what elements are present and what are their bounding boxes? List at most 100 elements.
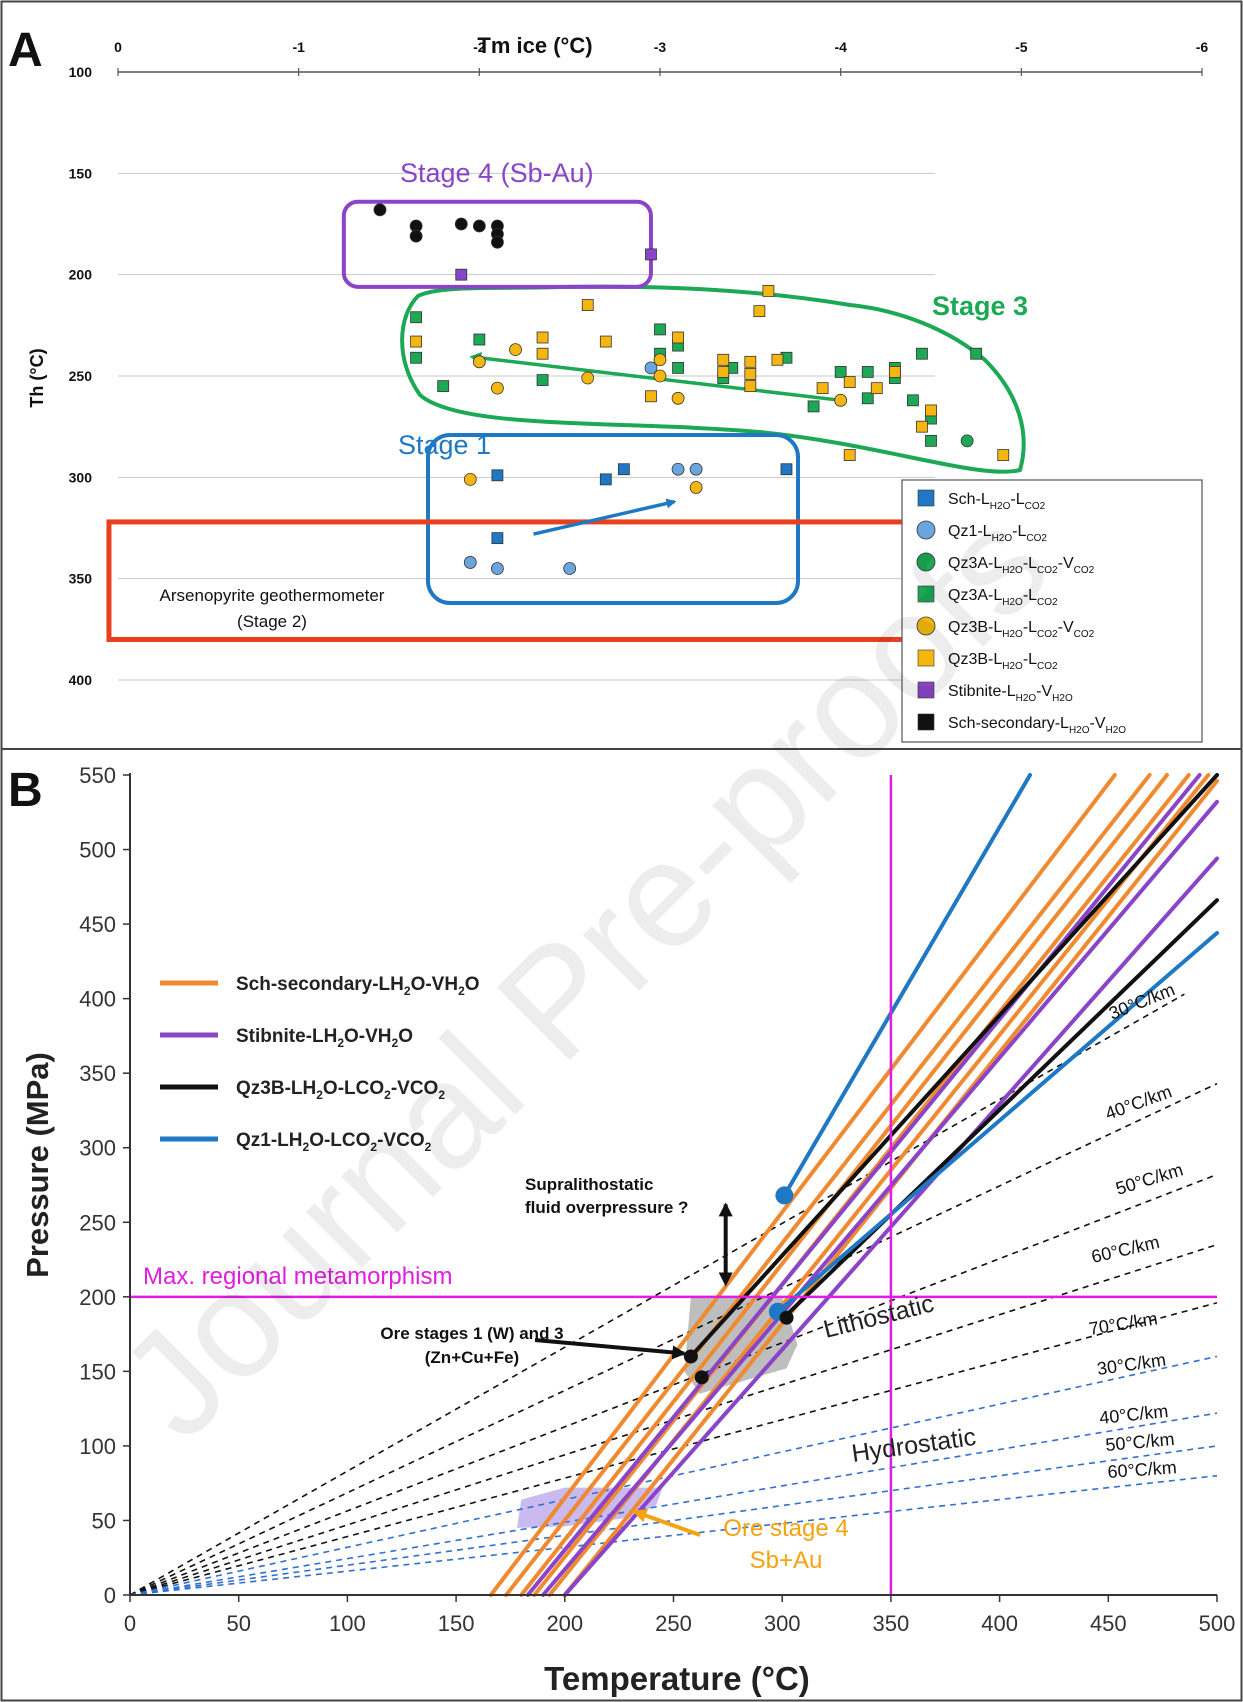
point-black-circle — [490, 235, 504, 249]
y-tick-label: 200 — [79, 1285, 116, 1310]
point-purple-square — [645, 248, 657, 261]
lithostatic-gradient-label: 70°C/km — [1087, 1308, 1158, 1339]
panel-b-axes: 0 50 100 150 200 250 300 350 400 450 500 0 50 100 150 2… — [79, 763, 1235, 1636]
point-lightblue-circle — [671, 462, 685, 476]
point-black-circle — [373, 203, 387, 217]
point-green-square — [410, 311, 423, 324]
qz3b-endpoint-marker — [683, 1349, 698, 1364]
panel-b-legend: Sch-secondary-LH2O-VH2O Stibnite-LH2O-VH2… — [160, 974, 480, 1154]
panel-a-legend-box — [901, 479, 1203, 743]
point-green-circle — [960, 434, 974, 448]
x-tick-label: 350 — [873, 1611, 910, 1636]
point-yellow-square — [997, 449, 1010, 461]
stage1-outline — [426, 433, 800, 605]
qz3b-endpoint-marker — [779, 1310, 794, 1325]
x-tick-label: 0 — [114, 39, 122, 55]
point-green-square — [861, 392, 874, 405]
legend-marker-square — [917, 585, 935, 603]
point-yellow-square — [645, 390, 657, 403]
point-blue-square — [780, 463, 793, 476]
hydrostatic-gradient-label: 50°C/km — [1105, 1429, 1176, 1455]
x-tick-label: 250 — [655, 1611, 692, 1636]
x-tick-label: 150 — [438, 1611, 475, 1636]
legend-label: Stibnite-LH2O-VH2O — [236, 1026, 413, 1050]
y-tick-label: 500 — [79, 838, 116, 863]
point-green-square — [907, 394, 919, 407]
point-yellow-square — [843, 376, 856, 388]
hydrostatic-gradient-label: 60°C/km — [1107, 1457, 1177, 1482]
x-tick-label: 300 — [764, 1611, 801, 1636]
point-green-square — [536, 374, 549, 386]
panel-b-gradients — [129, 993, 1218, 1596]
x-tick-label: 100 — [329, 1611, 366, 1636]
point-yellow-square — [717, 366, 730, 378]
legend-label: Qz1-LH2O-LCO2 — [948, 523, 1047, 544]
point-green-square — [654, 323, 666, 336]
lithostatic-gradient-line — [129, 1173, 1218, 1596]
x-tick-label: -4 — [834, 39, 847, 55]
orange-isochore-line — [504, 773, 1152, 1597]
hydrostatic-gradient-line — [129, 1474, 1218, 1596]
point-black-circle — [409, 229, 423, 243]
point-yellow-circle — [509, 343, 522, 357]
x-tick-label: 500 — [1199, 1611, 1236, 1636]
x-tick-label: -2 — [473, 39, 486, 55]
point-yellow-circle — [671, 391, 685, 405]
panel-b-y-label: Pressure (MPa) — [20, 1052, 55, 1278]
point-green-square — [473, 333, 486, 346]
point-green-square — [437, 380, 450, 393]
panel-a-legend: Sch-LH2O-LCO2 Qz1-LH2O-LCO2 Qz3A-LH2O-LCO2… — [916, 489, 1126, 736]
y-tick-label: 50 — [92, 1508, 116, 1533]
panel-a: A 0 -1 -2 -3 -4 -5 -6 100 150 200 250 300 350 400 Tm… — [8, 24, 1208, 743]
lithostatic-gradient-line — [129, 993, 1185, 1596]
point-lightblue-circle — [463, 556, 477, 569]
y-tick-label: 300 — [69, 469, 93, 485]
legend-label: Qz3B-LH2O-LCO2-VCO2 — [948, 619, 1095, 640]
y-tick-label: 300 — [79, 1136, 116, 1161]
panel-a-x-label: Tm ice (°C) — [477, 33, 592, 58]
purple-isochore-line — [525, 773, 1202, 1597]
ore-stage-4-arrow — [632, 1508, 701, 1537]
x-tick-label: -6 — [1196, 39, 1209, 55]
point-yellow-square — [744, 368, 757, 380]
y-tick-label: 250 — [79, 1210, 116, 1235]
point-yellow-square — [925, 404, 937, 417]
legend-label: Qz3B-LH2O-LCO2-VCO2 — [236, 1078, 445, 1102]
blue-isochore-line — [782, 773, 1033, 1198]
point-yellow-square — [672, 331, 684, 344]
legend-marker-square — [917, 649, 935, 667]
purple-isochore-line — [541, 799, 1219, 1597]
point-yellow-circle — [463, 472, 477, 486]
panel-a-arrows — [469, 352, 841, 536]
point-yellow-square — [744, 355, 757, 368]
point-black-circle — [454, 217, 468, 231]
panel-a-x-ticks: 0 -1 -2 -3 -4 -5 -6 — [114, 39, 1208, 76]
panel-b-gradient-labels: 30°C/km40°C/km50°C/km60°C/km70°C/km30°C/… — [1087, 979, 1185, 1482]
y-tick-label: 150 — [79, 1359, 116, 1384]
point-blue-square — [617, 463, 630, 476]
stage3-label: Stage 3 — [932, 291, 1028, 321]
y-tick-label: 0 — [104, 1583, 116, 1608]
panel-a-points — [373, 203, 1010, 575]
y-tick-label: 350 — [79, 1061, 116, 1086]
lithostatic-gradient-label: 30°C/km — [1106, 979, 1178, 1023]
legend-marker-circle — [916, 616, 936, 636]
legend-label: Qz3A-LH2O-LCO2-VCO2 — [948, 555, 1095, 576]
legend-marker-square — [917, 681, 935, 699]
lithostatic-gradient-line — [129, 1082, 1218, 1596]
point-yellow-square — [888, 366, 901, 378]
point-yellow-circle — [653, 353, 667, 367]
point-green-square — [861, 366, 874, 378]
point-yellow-square — [410, 335, 423, 348]
lithostatic-gradient-label: 60°C/km — [1089, 1232, 1161, 1267]
legend-label: Qz1-LH2O-LCO2-VCO2 — [236, 1130, 432, 1154]
x-tick-label: 50 — [226, 1611, 250, 1636]
point-yellow-square — [581, 299, 594, 311]
point-yellow-square — [753, 305, 766, 318]
y-tick-label: 100 — [69, 64, 93, 80]
stage4-label: Stage 4 (Sb-Au) — [400, 158, 594, 188]
point-blue-square — [491, 469, 504, 482]
hydrostatic-gradient-label: 40°C/km — [1098, 1401, 1169, 1428]
panel-b-letter: B — [8, 764, 43, 817]
